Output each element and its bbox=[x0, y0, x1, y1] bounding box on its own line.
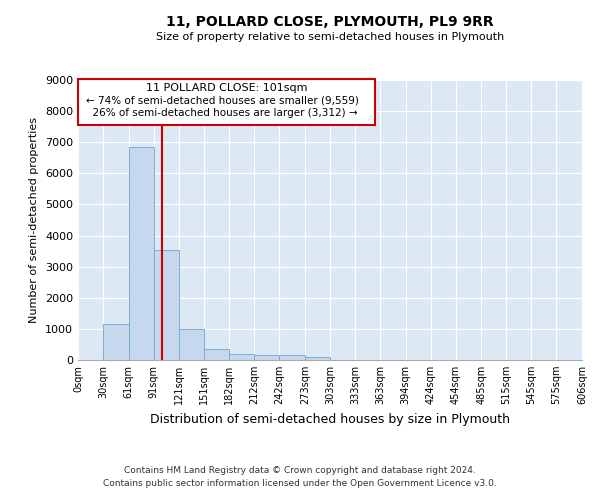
Bar bbox=[254, 356, 279, 360]
Bar bbox=[129, 147, 154, 360]
Text: ← 74% of semi-detached houses are smaller (9,559): ← 74% of semi-detached houses are smalle… bbox=[86, 96, 358, 106]
Bar bbox=[279, 356, 305, 360]
Text: 11 POLLARD CLOSE: 101sqm: 11 POLLARD CLOSE: 101sqm bbox=[146, 83, 307, 93]
Bar bbox=[203, 349, 229, 360]
FancyBboxPatch shape bbox=[78, 78, 376, 125]
Text: Size of property relative to semi-detached houses in Plymouth: Size of property relative to semi-detach… bbox=[156, 32, 504, 42]
Text: 11, POLLARD CLOSE, PLYMOUTH, PL9 9RR: 11, POLLARD CLOSE, PLYMOUTH, PL9 9RR bbox=[166, 16, 494, 30]
Bar bbox=[154, 250, 179, 360]
Bar bbox=[103, 324, 129, 360]
Text: Contains HM Land Registry data © Crown copyright and database right 2024.
Contai: Contains HM Land Registry data © Crown c… bbox=[103, 466, 497, 487]
Bar bbox=[305, 357, 330, 360]
Bar bbox=[229, 354, 254, 360]
Text: 26% of semi-detached houses are larger (3,312) →: 26% of semi-detached houses are larger (… bbox=[86, 108, 357, 118]
Bar bbox=[179, 329, 203, 360]
Y-axis label: Number of semi-detached properties: Number of semi-detached properties bbox=[29, 117, 40, 323]
X-axis label: Distribution of semi-detached houses by size in Plymouth: Distribution of semi-detached houses by … bbox=[150, 412, 510, 426]
